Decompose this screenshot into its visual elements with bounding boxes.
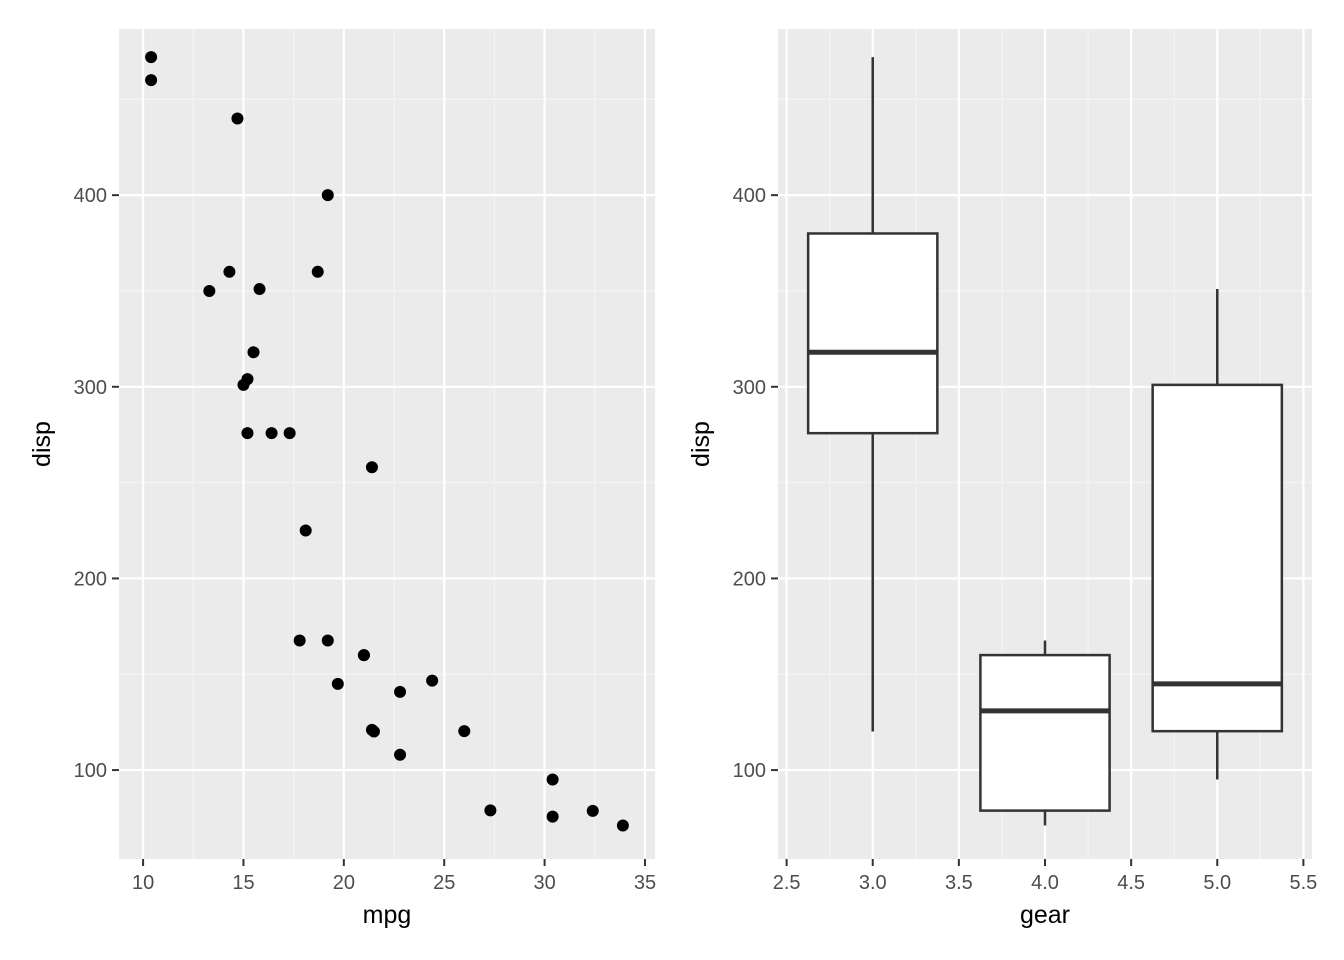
data-point	[484, 804, 497, 817]
boxplot-panel: 2.5 3.0 3.5 4.0 4.5 5.0 5.5 100 200 300 400 gear dis…	[687, 29, 1317, 929]
x-axis-title: mpg	[363, 901, 412, 929]
data-point	[458, 725, 471, 738]
boxplot-gear-4	[979, 640, 1111, 826]
data-point	[283, 427, 296, 440]
data-point	[265, 427, 278, 440]
data-point	[546, 773, 559, 786]
x-tick-label: 10	[132, 872, 154, 894]
y-tick-label: 100	[733, 760, 766, 782]
data-point	[247, 346, 260, 359]
data-point	[311, 265, 324, 278]
data-point	[145, 51, 158, 64]
y-tick-label: 300	[74, 377, 107, 399]
data-point	[394, 748, 407, 761]
y-tick-label: 200	[733, 568, 766, 590]
y-tick-label: 400	[74, 185, 107, 207]
y-tick-label: 300	[733, 377, 766, 399]
y-tick-label: 100	[74, 760, 107, 782]
data-point	[321, 634, 334, 647]
data-point	[331, 677, 344, 690]
x-tick-label: 2.5	[773, 872, 801, 894]
data-point	[237, 378, 250, 391]
y-tick-label: 400	[733, 185, 766, 207]
data-point	[357, 649, 370, 662]
y-axis-title: disp	[28, 421, 56, 467]
scatter-panel: 10 15 20 25 30 35 100 200 300 400 mpg disp	[28, 29, 656, 929]
x-tick-label: 4.0	[1031, 872, 1059, 894]
x-tick-label: 30	[533, 872, 555, 894]
x-axis-title: gear	[1020, 901, 1070, 929]
data-point	[394, 685, 407, 698]
data-point	[586, 804, 599, 817]
x-tick-label: 5.5	[1289, 872, 1317, 894]
x-tick-label: 20	[333, 872, 355, 894]
y-tick-label: 200	[74, 568, 107, 590]
x-tick-label: 25	[433, 872, 455, 894]
x-tick-label: 35	[634, 872, 656, 894]
box-iqr	[806, 232, 939, 435]
box-iqr	[979, 653, 1111, 812]
data-point	[231, 112, 244, 125]
y-axis-title: disp	[687, 421, 715, 467]
data-point	[293, 634, 306, 647]
data-point	[203, 284, 216, 297]
data-point	[321, 189, 334, 202]
panel-background	[119, 29, 655, 859]
boxplot-gear-5	[1151, 289, 1284, 780]
x-tick-label: 15	[232, 872, 254, 894]
data-point	[241, 427, 254, 440]
data-point	[223, 265, 236, 278]
data-point	[253, 283, 266, 296]
data-point	[616, 819, 629, 832]
data-point	[299, 524, 312, 537]
x-tick-label: 4.5	[1117, 872, 1145, 894]
data-point	[145, 74, 158, 87]
data-point	[426, 674, 439, 687]
x-tick-label: 3.5	[945, 872, 973, 894]
box-iqr	[1151, 383, 1284, 733]
data-point	[367, 725, 380, 738]
data-point	[546, 810, 559, 823]
x-tick-label: 3.0	[859, 872, 887, 894]
boxplot-gear-3	[806, 57, 939, 732]
x-tick-label: 5.0	[1203, 872, 1231, 894]
data-point	[365, 461, 378, 474]
